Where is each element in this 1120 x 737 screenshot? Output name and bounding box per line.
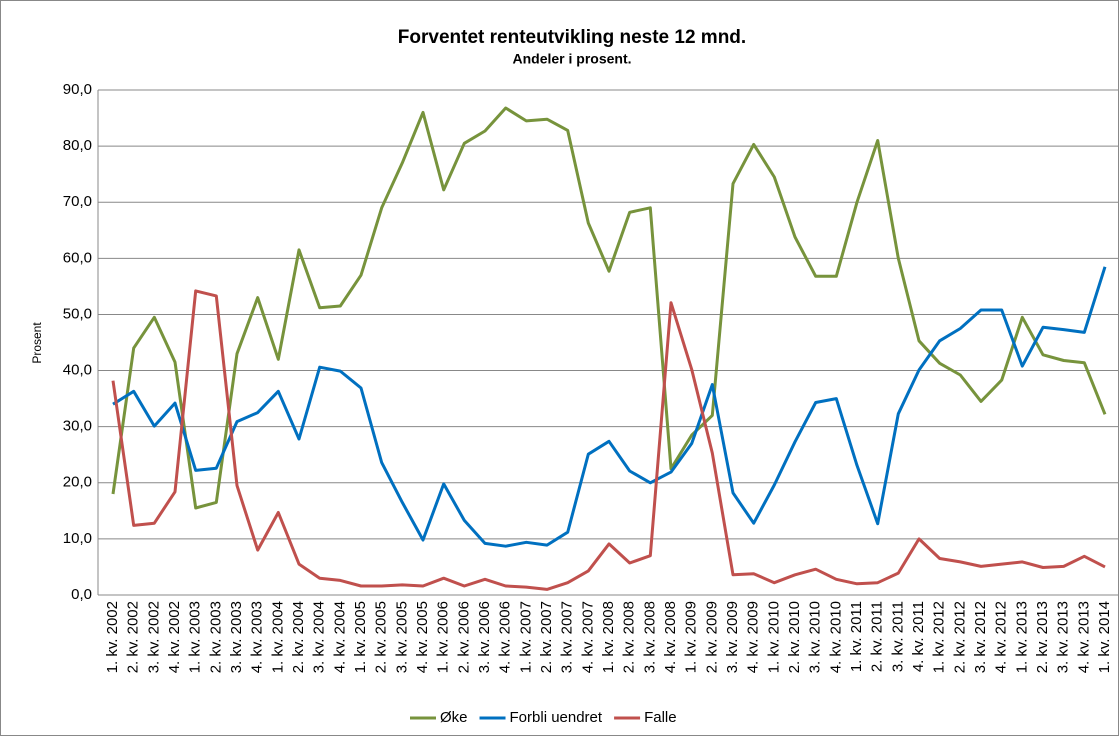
series-line bbox=[111, 106, 1107, 510]
y-tick-label: 60,0 bbox=[63, 249, 92, 266]
x-tick-label: 3. kv. 2009 bbox=[724, 601, 741, 673]
x-tick-label: 3. kv. 2007 bbox=[559, 601, 576, 673]
x-tick-label: 3. kv. 2012 bbox=[972, 601, 989, 673]
x-tick-label: 1. kv. 2010 bbox=[765, 601, 782, 673]
y-tick-label: 90,0 bbox=[63, 81, 92, 98]
x-tick-label: 3. kv. 2004 bbox=[311, 601, 328, 673]
x-tick-label: 2. kv. 2007 bbox=[538, 601, 555, 673]
series-line bbox=[111, 289, 1106, 591]
y-tick-label: 50,0 bbox=[63, 305, 92, 322]
series-line bbox=[112, 266, 1107, 548]
y-tick-label: 70,0 bbox=[63, 193, 92, 210]
x-tick-label: 4. kv. 2002 bbox=[166, 601, 183, 673]
x-tick-label: 2. kv. 2005 bbox=[373, 601, 390, 673]
x-tick-label: 1. kv. 2012 bbox=[931, 601, 948, 673]
y-tick-label: 40,0 bbox=[63, 362, 92, 379]
x-tick-label: 2. kv. 2011 bbox=[869, 601, 886, 672]
legend-label: Forbli uendret bbox=[510, 709, 603, 726]
x-tick-label: 4. kv. 2013 bbox=[1075, 601, 1092, 673]
x-tick-label: 3. kv. 2013 bbox=[1055, 601, 1072, 673]
y-tick-label: 20,0 bbox=[63, 474, 92, 491]
x-tick-label: 2. kv. 2010 bbox=[786, 601, 803, 673]
x-tick-label: 1. kv. 2013 bbox=[1013, 601, 1030, 673]
x-tick-label: 4. kv. 2003 bbox=[249, 601, 266, 673]
x-tick-label: 4. kv. 2011 bbox=[910, 601, 927, 672]
legend-label: Falle bbox=[644, 709, 677, 726]
x-tick-label: 3. kv. 2006 bbox=[476, 601, 493, 673]
x-tick-label: 1. kv. 2005 bbox=[352, 601, 369, 673]
y-tick-label: 80,0 bbox=[63, 137, 92, 154]
x-tick-label: 3. kv. 2010 bbox=[807, 601, 824, 673]
y-tick-label: 10,0 bbox=[63, 530, 92, 547]
x-tick-label: 3. kv. 2005 bbox=[393, 601, 410, 673]
x-tick-label: 1. kv. 2002 bbox=[104, 601, 121, 673]
x-tick-label: 2. kv. 2013 bbox=[1034, 601, 1051, 673]
y-tick-label: 30,0 bbox=[63, 418, 92, 435]
x-tick-label: 1. kv. 2007 bbox=[517, 601, 534, 673]
chart-title: Forventet renteutvikling neste 12 mnd. bbox=[398, 27, 746, 48]
x-tick-label: 1. kv. 2004 bbox=[269, 601, 286, 673]
x-tick-label: 2. kv. 2006 bbox=[455, 601, 472, 673]
x-tick-label: 4. kv. 2006 bbox=[497, 601, 514, 673]
x-tick-label: 4. kv. 2008 bbox=[662, 601, 679, 673]
x-tick-label: 3. kv. 2003 bbox=[228, 601, 245, 673]
x-tick-label: 1. kv. 2003 bbox=[187, 601, 204, 673]
x-tick-label: 4. kv. 2005 bbox=[414, 601, 431, 673]
x-tick-label: 4. kv. 2009 bbox=[745, 601, 762, 673]
x-tick-label: 2. kv. 2002 bbox=[125, 601, 142, 673]
y-axis-label: Prosent bbox=[30, 322, 44, 364]
legend-label: Øke bbox=[440, 709, 468, 726]
x-tick-label: 1. kv. 2009 bbox=[683, 601, 700, 673]
y-tick-label: 0,0 bbox=[71, 586, 92, 603]
x-tick-label: 3. kv. 2002 bbox=[145, 601, 162, 673]
x-tick-label: 1. kv. 2014 bbox=[1096, 601, 1113, 673]
x-tick-label: 2. kv. 2012 bbox=[951, 601, 968, 673]
x-tick-label: 3. kv. 2008 bbox=[641, 601, 658, 673]
x-tick-label: 2. kv. 2008 bbox=[621, 601, 638, 673]
x-tick-label: 2. kv. 2003 bbox=[207, 601, 224, 673]
chart-subtitle: Andeler i prosent. bbox=[512, 51, 631, 67]
x-tick-label: 1. kv. 2011 bbox=[848, 601, 865, 672]
x-tick-label: 2. kv. 2004 bbox=[290, 601, 307, 673]
x-tick-label: 4. kv. 2004 bbox=[331, 601, 348, 673]
x-tick-label: 4. kv. 2007 bbox=[579, 601, 596, 673]
x-tick-label: 4. kv. 2012 bbox=[993, 601, 1010, 673]
x-tick-label: 3. kv. 2011 bbox=[889, 601, 906, 672]
x-tick-label: 1. kv. 2008 bbox=[600, 601, 617, 673]
x-tick-label: 2. kv. 2009 bbox=[703, 601, 720, 673]
x-tick-label: 1. kv. 2006 bbox=[435, 601, 452, 673]
x-tick-label: 4. kv. 2010 bbox=[827, 601, 844, 673]
